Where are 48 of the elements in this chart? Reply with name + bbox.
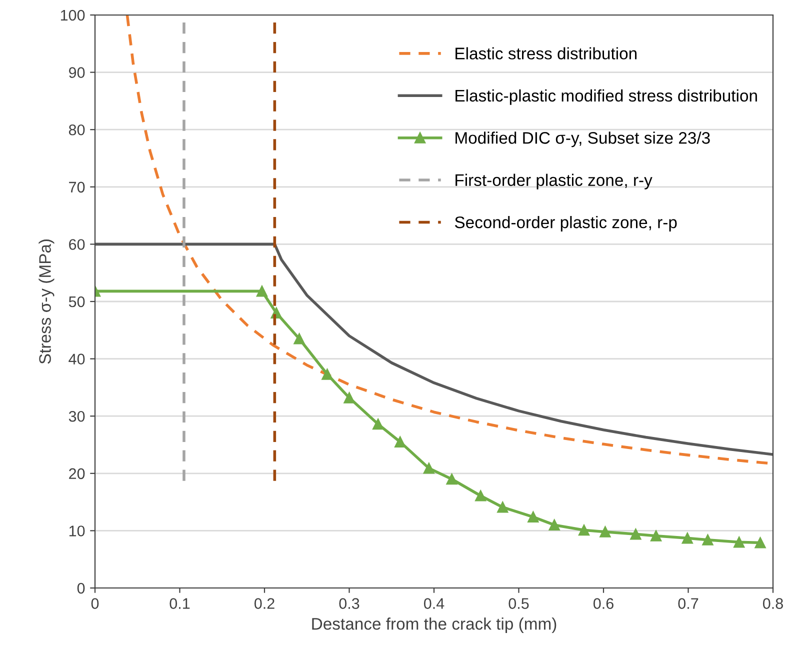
point — [630, 528, 642, 540]
point — [423, 462, 434, 474]
legend-label: First-order plastic zone, r-y — [456, 174, 652, 190]
point — [294, 333, 305, 344]
y-tick-label: 20 — [69, 468, 85, 480]
legend-label: Modified DIC σ-y, Subset size 23/3 — [456, 132, 710, 148]
x-tick-label: 0.1 — [170, 598, 190, 609]
y-tick-label: 30 — [68, 410, 85, 422]
x-tick-label: 0.5 — [508, 598, 529, 609]
x-tick-label: 0.8 — [762, 598, 783, 609]
point — [475, 490, 486, 502]
point — [650, 530, 662, 542]
y-tick-label: 60 — [69, 239, 85, 250]
legend-label: Elastic stress distribution — [456, 47, 637, 60]
point — [702, 534, 714, 546]
point — [734, 536, 745, 548]
y-tick-label: 70 — [69, 182, 85, 193]
x-tick-label: 0.4 — [424, 598, 444, 609]
line-series — [95, 242, 773, 456]
y-tick-label: 50 — [68, 296, 85, 308]
x-tick-label: 0.6 — [593, 598, 614, 609]
legend-label: Elastic-plastic modified stress distribution — [456, 89, 757, 105]
y-tick-label: 0 — [77, 582, 85, 594]
point — [578, 524, 590, 536]
y-tick-label: 80 — [68, 124, 85, 136]
point — [754, 537, 766, 548]
point — [394, 436, 406, 448]
point — [372, 418, 384, 430]
point — [344, 392, 355, 404]
point — [682, 532, 693, 544]
y-tick-label: 10 — [69, 526, 85, 536]
y-tick-label: 90 — [69, 67, 85, 78]
y-axis-title: Stress σ-y (MPa) — [38, 240, 54, 364]
point — [256, 286, 268, 297]
legend-label: Second-order plastic zone, r-p — [454, 216, 677, 232]
point — [548, 519, 560, 531]
y-tick-label: 100 — [60, 10, 85, 21]
x-tick-label: 0.7 — [678, 598, 698, 609]
y-tick-label: 40 — [68, 354, 85, 364]
point — [528, 511, 539, 523]
point — [446, 474, 458, 485]
x-tick-label: 0.3 — [339, 598, 360, 609]
x-axis-title: Destance from the crack tip (mm) — [312, 618, 556, 634]
point — [497, 502, 508, 513]
x-tick-label: 0.2 — [254, 598, 274, 609]
point — [322, 368, 333, 380]
x-tick-label: 0 — [91, 598, 99, 609]
point — [600, 526, 611, 538]
